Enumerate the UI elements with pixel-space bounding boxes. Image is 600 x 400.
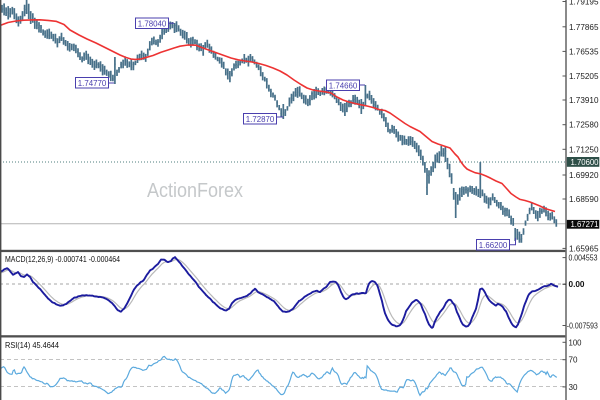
svg-text:1.78040: 1.78040 [138,18,167,28]
svg-text:100: 100 [569,337,582,347]
svg-text:RSI(14) 45.4644: RSI(14) 45.4644 [5,340,59,350]
svg-text:0.004553: 0.004553 [569,253,598,263]
svg-text:30: 30 [569,382,578,392]
svg-text:1.67271: 1.67271 [571,219,599,229]
svg-text:1.68590: 1.68590 [569,194,599,204]
svg-text:0.00: 0.00 [569,279,585,289]
svg-text:1.71250: 1.71250 [569,144,599,154]
svg-text:1.72580: 1.72580 [569,120,599,130]
svg-text:1.70600: 1.70600 [571,157,599,167]
svg-text:1.74770: 1.74770 [78,78,107,88]
svg-text:ActionForex: ActionForex [147,179,244,202]
svg-text:70: 70 [569,355,578,365]
svg-text:-0.007593: -0.007593 [567,321,598,331]
svg-text:1.69920: 1.69920 [569,170,599,180]
svg-text:1.74660: 1.74660 [329,80,358,90]
svg-text:1.66200: 1.66200 [479,240,508,250]
svg-text:1.77865: 1.77865 [569,22,599,32]
svg-text:MACD(12,26,9) -0.000741 -0.000: MACD(12,26,9) -0.000741 -0.000464 [5,254,120,264]
svg-text:1.79195: 1.79195 [569,0,599,7]
svg-text:1.73910: 1.73910 [569,95,599,105]
svg-text:1.76535: 1.76535 [569,46,599,56]
svg-text:1.65965: 1.65965 [569,243,599,253]
svg-text:1.72870: 1.72870 [246,114,275,124]
svg-text:1.75205: 1.75205 [569,71,599,81]
